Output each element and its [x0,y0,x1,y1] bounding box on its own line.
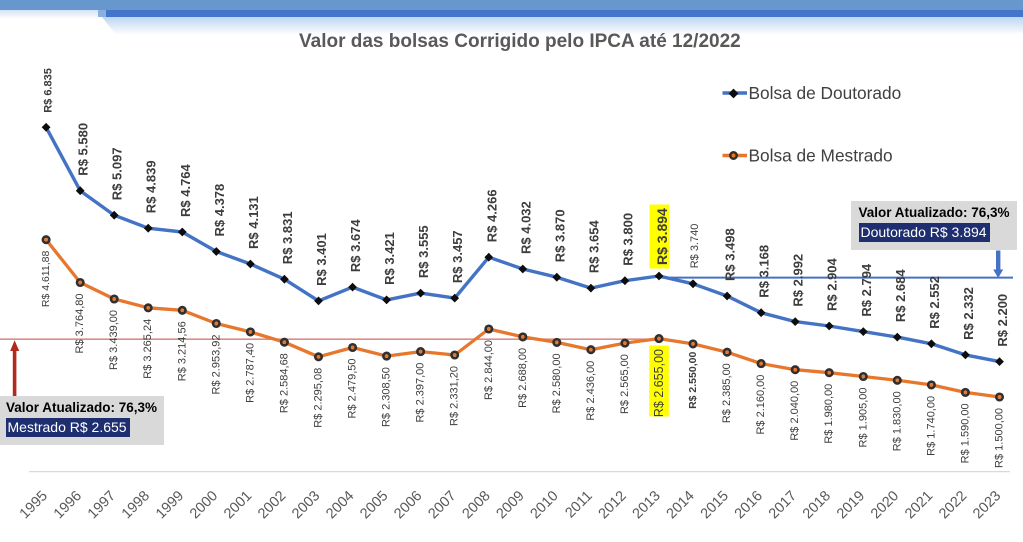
svg-text:R$ 2.992: R$ 2.992 [791,254,806,307]
svg-text:R$ 3.740: R$ 3.740 [689,224,701,269]
svg-text:2012: 2012 [596,488,630,522]
svg-text:1999: 1999 [153,488,187,522]
svg-text:R$ 2.684: R$ 2.684 [893,269,908,323]
svg-text:R$ 2.040,00: R$ 2.040,00 [789,381,801,441]
svg-text:R$ 1.740,00: R$ 1.740,00 [925,396,937,456]
svg-text:R$ 3.498: R$ 3.498 [723,228,738,281]
svg-text:1998: 1998 [119,488,153,522]
svg-text:R$ 1.830,00: R$ 1.830,00 [891,391,903,451]
svg-text:R$ 3.214,56: R$ 3.214,56 [176,321,188,381]
svg-text:R$ 2.794: R$ 2.794 [859,263,874,317]
svg-text:1997: 1997 [85,488,119,522]
svg-text:R$ 3.831: R$ 3.831 [280,211,295,264]
svg-text:2001: 2001 [221,488,255,522]
svg-text:R$ 2.308,50: R$ 2.308,50 [381,367,393,427]
svg-text:R$ 3.674: R$ 3.674 [348,219,363,273]
svg-text:R$ 4.378: R$ 4.378 [212,184,227,237]
svg-text:R$ 3.555: R$ 3.555 [416,225,431,278]
svg-text:R$ 4.131: R$ 4.131 [246,196,261,249]
svg-text:R$ 2.584,68: R$ 2.584,68 [278,353,290,413]
svg-text:R$ 3.168: R$ 3.168 [757,245,772,298]
svg-text:R$ 2.552: R$ 2.552 [927,276,942,329]
svg-text:2004: 2004 [323,488,357,522]
svg-text:2000: 2000 [187,488,221,522]
svg-text:R$ 1.500,00: R$ 1.500,00 [994,408,1006,468]
svg-text:R$ 2.436,00: R$ 2.436,00 [585,361,597,421]
svg-text:R$ 4.611,88: R$ 4.611,88 [40,251,52,308]
svg-text:Bolsa de Mestrado: Bolsa de Mestrado [749,146,893,166]
svg-text:R$ 3.764,80: R$ 3.764,80 [74,294,86,354]
svg-text:R$ 1.905,00: R$ 1.905,00 [857,388,869,448]
svg-text:2019: 2019 [834,488,868,522]
svg-text:R$ 2.200: R$ 2.200 [995,294,1010,347]
svg-text:R$ 5.097: R$ 5.097 [110,147,125,200]
svg-text:R$ 3.800: R$ 3.800 [620,213,635,266]
svg-text:2014: 2014 [664,488,698,522]
svg-text:R$ 2.688,00: R$ 2.688,00 [517,348,529,408]
svg-text:R$ 4.266: R$ 4.266 [484,189,499,242]
svg-text:2022: 2022 [936,488,970,522]
svg-text:2013: 2013 [630,488,664,522]
svg-text:R$ 4.839: R$ 4.839 [144,160,159,213]
svg-text:2021: 2021 [902,488,936,522]
svg-text:Bolsa de Doutorado: Bolsa de Doutorado [749,83,902,103]
svg-text:R$ 2.904: R$ 2.904 [825,257,840,311]
svg-text:R$ 1.980,00: R$ 1.980,00 [823,384,835,444]
svg-text:R$ 2.655,00: R$ 2.655,00 [652,349,666,417]
svg-text:R$ 3.457: R$ 3.457 [450,230,465,283]
svg-text:2002: 2002 [255,488,289,522]
svg-text:2016: 2016 [732,488,766,522]
svg-text:R$ 2.332: R$ 2.332 [961,287,976,340]
svg-text:2006: 2006 [391,488,425,522]
svg-text:R$ 2.787,40: R$ 2.787,40 [244,343,256,403]
svg-text:R$ 2.844,00: R$ 2.844,00 [483,340,495,400]
svg-text:R$ 2.953,92: R$ 2.953,92 [210,335,222,395]
svg-text:2010: 2010 [527,488,561,522]
svg-text:2007: 2007 [425,488,459,522]
svg-text:2017: 2017 [766,488,800,522]
svg-text:R$ 1.590,00: R$ 1.590,00 [959,403,971,463]
svg-text:2005: 2005 [357,488,391,522]
svg-text:R$ 5.580: R$ 5.580 [76,123,91,176]
svg-text:R$ 3.894: R$ 3.894 [654,208,670,265]
svg-text:R$ 4.032: R$ 4.032 [518,201,533,254]
svg-text:R$ 3.654: R$ 3.654 [586,220,601,274]
svg-text:2018: 2018 [800,488,834,522]
svg-text:R$ 3.870: R$ 3.870 [552,209,567,262]
svg-text:2020: 2020 [868,488,902,522]
svg-text:2023: 2023 [970,488,1004,522]
svg-text:R$ 3.401: R$ 3.401 [314,233,329,286]
svg-text:R$ 6.835: R$ 6.835 [42,68,54,113]
svg-text:2011: 2011 [562,488,595,521]
svg-text:2009: 2009 [493,488,527,522]
svg-text:R$ 2.160,00: R$ 2.160,00 [755,375,767,435]
svg-text:R$ 2.295,08: R$ 2.295,08 [313,368,325,428]
svg-text:R$ 3.421: R$ 3.421 [382,232,397,285]
svg-text:2008: 2008 [459,488,493,522]
svg-text:R$ 2.550,00: R$ 2.550,00 [687,352,699,409]
svg-text:R$ 3.265,24: R$ 3.265,24 [142,319,154,379]
svg-text:1995: 1995 [17,488,51,522]
svg-text:R$ 2.565,00: R$ 2.565,00 [619,354,631,414]
svg-text:2003: 2003 [289,488,323,522]
svg-text:R$ 2.385,00: R$ 2.385,00 [721,363,733,423]
svg-text:R$ 2.397,00: R$ 2.397,00 [415,363,427,423]
svg-text:R$ 2.331,20: R$ 2.331,20 [449,366,461,426]
svg-text:R$ 2.479,50: R$ 2.479,50 [347,359,359,419]
svg-text:1996: 1996 [51,488,85,522]
svg-text:R$ 2.580,00: R$ 2.580,00 [551,353,563,413]
svg-text:R$ 4.764: R$ 4.764 [178,163,193,217]
svg-text:R$ 3.439,00: R$ 3.439,00 [108,310,120,370]
svg-text:2015: 2015 [698,488,732,522]
